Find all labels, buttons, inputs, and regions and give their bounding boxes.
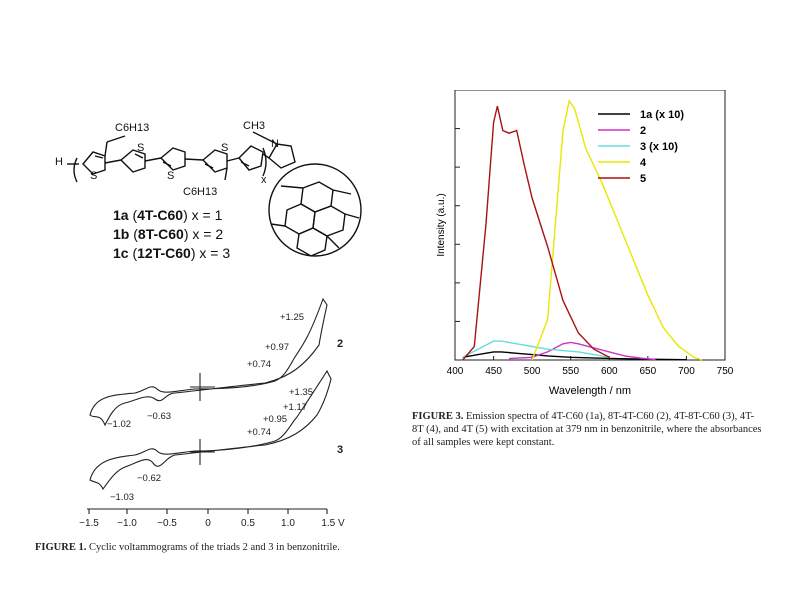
compound-list: 1a (4T-C60) x = 1 1b (8T-C60) x = 2 1c (… [113, 206, 230, 263]
x-axis-label: Wavelength / nm [549, 385, 631, 397]
sulfur-label-2: S [137, 142, 145, 154]
x-tick-label: 450 [485, 366, 502, 377]
cv-xtick-4: 0 [205, 518, 211, 529]
sulfur-label-1: S [90, 170, 98, 182]
y-axis-label: Intensity (a.u.) [436, 193, 447, 256]
compound-1a: 1a (4T-C60) x = 1 [113, 207, 223, 223]
x-tick-label: 700 [678, 366, 695, 377]
hexyl-bottom-label: C6H13 [183, 186, 218, 198]
series-line-2 [508, 341, 656, 361]
cv-xtick-1: −1.5 [79, 518, 99, 529]
figure3-chart: 400 450 500 550 600 650 700 750 1a (x 10) 2 3 (x … [430, 89, 750, 400]
cv2-annot-2: +0.97 [265, 342, 289, 353]
cv3-annot-1: +1.35 [289, 387, 313, 398]
figure1-cv: 2 3 +1.25 +0.97 +0.74 −0.63 −1.02 +1.35 … [75, 295, 365, 535]
compound-1b: 1b (8T-C60) x = 2 [113, 226, 224, 242]
cv2-annot-3: +0.74 [247, 359, 271, 370]
cv-xtick-6: 1.0 [281, 518, 295, 529]
cv3-annot-3: +0.95 [263, 414, 287, 425]
legend-label: 2 [640, 125, 646, 137]
sulfur-label-3: S [167, 170, 175, 182]
cv3-annot-4: +0.74 [247, 427, 271, 438]
series-line-3 [462, 340, 610, 358]
cv3-annot-5: −0.62 [137, 473, 161, 484]
cv-xtick-7: 1.5 V [321, 518, 345, 529]
repeat-x-label: x [261, 174, 267, 186]
molecule-drawing [67, 131, 362, 257]
x-tick-label: 650 [640, 366, 657, 377]
cv3-annot-2: +1.17 [283, 402, 307, 413]
end-h-label: H [55, 156, 63, 168]
x-tick-label: 750 [717, 366, 734, 377]
x-tick-label: 600 [601, 366, 618, 377]
legend-label: 5 [640, 173, 646, 185]
cv-xtick-3: −0.5 [157, 518, 177, 529]
cv2-annot-4: −0.63 [147, 411, 171, 422]
cv2-annot-5: −1.02 [107, 419, 131, 430]
x-tick-label: 400 [447, 366, 464, 377]
hexyl-top-label: C6H13 [115, 122, 150, 134]
x-tick-label: 550 [562, 366, 579, 377]
cv-xtick-2: −1.0 [117, 518, 137, 529]
legend-label: 1a (x 10) [640, 109, 684, 121]
x-tick-label: 500 [524, 366, 541, 377]
nitrogen-label: N [271, 138, 279, 150]
cv2-annot-1: +1.25 [280, 312, 304, 323]
curve-label-2: 2 [337, 338, 343, 350]
series-line-1 [462, 351, 687, 361]
cv-plot: 2 3 +1.25 +0.97 +0.74 −0.63 −1.02 +1.35 … [79, 297, 345, 529]
sulfur-label-4: S [221, 142, 229, 154]
figure3-caption: FIGURE 3. Emission spectra of 4T-C60 (1a… [412, 411, 762, 448]
legend-label: 4 [640, 157, 647, 169]
figure1-caption: FIGURE 1. Cyclic voltammograms of the tr… [35, 542, 340, 553]
legend-label: 3 (x 10) [640, 141, 678, 153]
series-line-5 [462, 106, 610, 361]
series-line-4 [531, 99, 703, 361]
emission-spectra-plot: 400 450 500 550 600 650 700 750 1a (x 10) 2 3 (x … [436, 89, 734, 397]
molecule-structure: H C6H13 C6H13 CH3 N S S S S x 1a (4T-C60… [55, 110, 375, 280]
compound-1c: 1c (12T-C60) x = 3 [113, 245, 231, 261]
methyl-label: CH3 [243, 120, 266, 132]
cv-xtick-5: 0.5 [241, 518, 255, 529]
cv3-annot-6: −1.03 [110, 492, 134, 503]
curve-label-3: 3 [337, 444, 343, 456]
